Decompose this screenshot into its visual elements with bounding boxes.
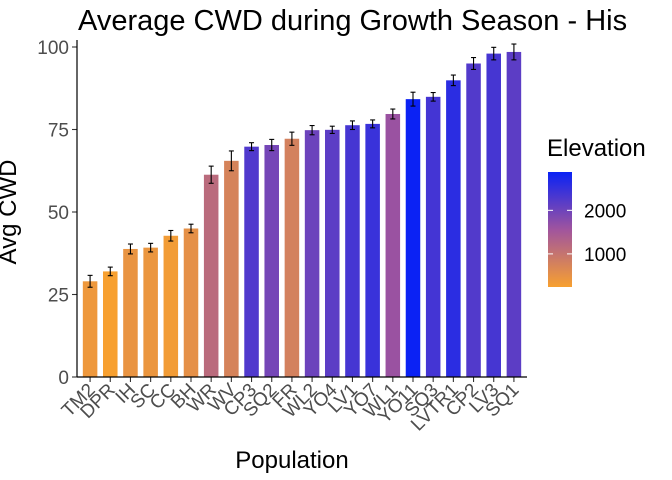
bar-LV3 bbox=[486, 53, 501, 377]
legend-title: Elevation bbox=[547, 135, 646, 162]
x-axis-title: Population bbox=[235, 447, 348, 474]
y-tick-label: 75 bbox=[48, 121, 69, 142]
y-tick-label: 100 bbox=[37, 38, 69, 59]
bar-YO7 bbox=[365, 123, 380, 377]
bar-WL1 bbox=[385, 113, 401, 378]
bar-CP3 bbox=[244, 146, 259, 377]
bar-CP2 bbox=[466, 63, 481, 377]
legend-label: 1000 bbox=[584, 245, 626, 266]
bar-BH bbox=[183, 228, 199, 377]
bar-WV bbox=[224, 160, 239, 377]
legend: Elevation 2000 1000 bbox=[547, 135, 646, 287]
bar-DPR bbox=[103, 271, 118, 377]
bar-WR bbox=[203, 174, 219, 377]
y-axis: 0 25 50 75 100 bbox=[37, 38, 77, 389]
bar-CC bbox=[163, 235, 179, 377]
bar-SQ2 bbox=[264, 145, 279, 377]
y-tick-label: 0 bbox=[58, 368, 69, 389]
legend-colorbar bbox=[548, 172, 572, 287]
bar-SC bbox=[143, 247, 158, 377]
bar-YO11 bbox=[405, 99, 421, 377]
y-tick-label: 25 bbox=[48, 286, 69, 307]
bar-TM2 bbox=[82, 281, 98, 377]
y-tick-label: 50 bbox=[48, 203, 69, 224]
bar-WL2 bbox=[304, 130, 320, 377]
bar-SQ1 bbox=[506, 51, 522, 377]
y-axis-title: Avg CWD bbox=[0, 160, 22, 265]
bar-FR bbox=[284, 138, 300, 377]
bar-SQ3 bbox=[425, 96, 441, 377]
x-axis: TM2DPRIHSCCCBHWRWVCP3SQ2FRWL2YO4LV1YO7WL… bbox=[58, 377, 523, 435]
bar-IH bbox=[123, 248, 138, 377]
bar-YO4 bbox=[325, 129, 340, 377]
bars bbox=[82, 43, 522, 378]
chart-title: Average CWD during Growth Season - His bbox=[78, 5, 627, 37]
bar-LVTR1 bbox=[446, 80, 461, 377]
bar-LV1 bbox=[345, 125, 360, 378]
legend-label: 2000 bbox=[584, 201, 626, 222]
